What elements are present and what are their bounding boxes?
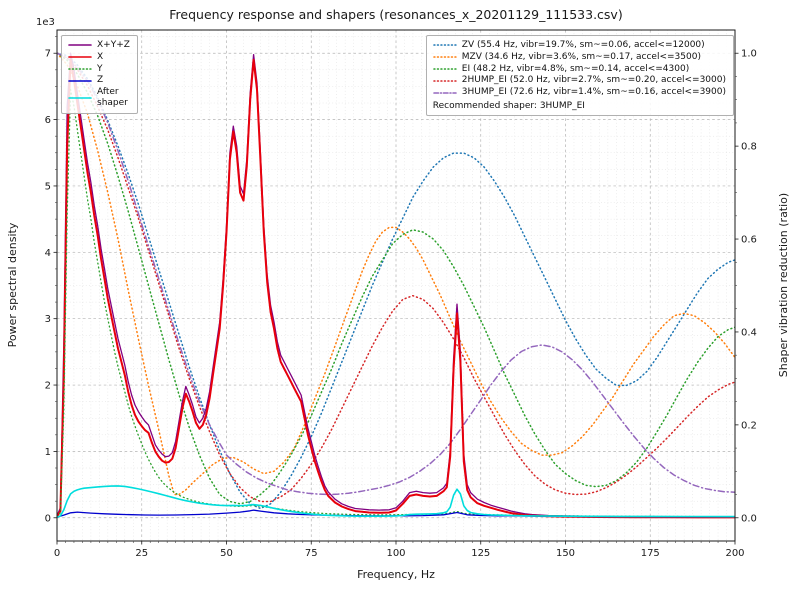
legend-line-sample-Y	[68, 68, 92, 70]
legend-line-sample-2HUMP_EI	[432, 79, 457, 82]
svg-text:75: 75	[305, 548, 318, 559]
svg-text:3: 3	[45, 314, 51, 325]
y-left-offset-text: 1e3	[36, 17, 55, 28]
legend-label: After shaper	[97, 87, 128, 108]
y-right-axis-label: Shaper vibration reduction (ratio)	[777, 193, 790, 377]
legend-item-Z: Z	[68, 75, 130, 86]
legend-item-Y: Y	[68, 64, 130, 75]
plot-generated-content: 0 25 50 75 100 125 150 175 200 0 1 2 3 4 5 6 7 0.0 0.2 0.4 0…	[45, 29, 757, 559]
legend-label: MZV (34.6 Hz, vibr=3.6%, sm~=0.17, accel…	[461, 51, 701, 62]
svg-text:1: 1	[45, 447, 51, 458]
y-left-axis-label: Power spectral density	[6, 222, 19, 347]
legend-label: EI (48.2 Hz, vibr=4.8%, sm~=0.14, accel<…	[461, 63, 690, 74]
svg-text:0.0: 0.0	[741, 513, 757, 524]
svg-text:150: 150	[556, 548, 575, 559]
legend-item-After-shaper: After shaper	[68, 87, 130, 109]
recommended-shaper-note: Recommended shaper: 3HUMP_EI	[432, 100, 585, 111]
svg-text:50: 50	[220, 548, 233, 559]
svg-text:0.2: 0.2	[741, 420, 757, 431]
series-Y-line	[57, 89, 735, 518]
legend-line-sample-X	[68, 56, 92, 58]
svg-text:25: 25	[135, 548, 148, 559]
legend-item-2HUMP_EI: 2HUMP_EI (52.0 Hz, vibr=2.7%, sm~=0.20, …	[432, 75, 726, 86]
series-X-line	[57, 58, 735, 519]
svg-text:7: 7	[45, 49, 51, 60]
series-After-shaper-line	[57, 485, 735, 519]
series-ZV-line	[57, 52, 735, 510]
legend-item-X+Y+Z: X+Y+Z	[68, 40, 130, 51]
svg-text:1.0: 1.0	[741, 49, 757, 60]
legend-line-sample-ZV	[432, 44, 457, 47]
legend-label: X+Y+Z	[97, 40, 130, 50]
legend-psd: X+Y+Z X Y Z After shaper	[61, 35, 138, 114]
x-axis-label: Frequency, Hz	[357, 568, 435, 581]
legend-line-sample-3HUMP_EI	[432, 91, 457, 94]
legend-item-MZV: MZV (34.6 Hz, vibr=3.6%, sm~=0.17, accel…	[432, 51, 726, 63]
axis-ticks-and-labels: 0 25 50 75 100 125 150 175 200 0 1 2 3 4 5 6 7 0.0 0.2 0.4 0…	[45, 36, 757, 559]
svg-text:200: 200	[725, 548, 744, 559]
legend-shapers: ZV (55.4 Hz, vibr=19.7%, sm~=0.06, accel…	[425, 35, 734, 116]
legend-label: Y	[97, 63, 103, 74]
svg-text:100: 100	[386, 548, 405, 559]
legend-line-sample-MZV	[432, 56, 457, 58]
legend-item-ZV: ZV (55.4 Hz, vibr=19.7%, sm~=0.06, accel…	[432, 40, 726, 51]
legend-line-sample-X+Y+Z	[68, 44, 92, 47]
svg-text:4: 4	[45, 248, 51, 259]
legend-line-sample-Z	[68, 79, 92, 82]
legend-shapers-rows: ZV (55.4 Hz, vibr=19.7%, sm~=0.06, accel…	[432, 40, 726, 98]
series-2HUMP_EI-line	[57, 52, 735, 503]
legend-item-EI: EI (48.2 Hz, vibr=4.8%, sm~=0.14, accel<…	[432, 63, 726, 75]
svg-text:5: 5	[45, 181, 51, 192]
series-Z-line	[57, 509, 735, 518]
series-3HUMP_EI-line	[57, 52, 735, 496]
series-MZV-line	[57, 52, 735, 496]
legend-item-3HUMP_EI: 3HUMP_EI (72.6 Hz, vibr=1.4%, sm~=0.16, …	[432, 87, 726, 98]
legend-line-sample-After-shaper	[68, 97, 92, 99]
major-gridlines	[56, 30, 736, 541]
svg-text:6: 6	[45, 115, 51, 126]
svg-text:0.4: 0.4	[741, 327, 757, 338]
svg-text:0.6: 0.6	[741, 235, 757, 246]
svg-text:0: 0	[54, 548, 60, 559]
legend-item-X: X	[68, 52, 130, 63]
svg-text:0: 0	[45, 513, 51, 524]
legend-label: 3HUMP_EI (72.6 Hz, vibr=1.4%, sm~=0.16, …	[461, 87, 726, 98]
series-EI-line	[57, 52, 735, 505]
svg-text:175: 175	[641, 548, 660, 559]
minor-gridlines	[57, 30, 735, 541]
chart-title: Frequency response and shapers (resonanc…	[169, 7, 622, 22]
legend-label: Z	[97, 75, 104, 86]
svg-text:2: 2	[45, 381, 51, 392]
legend-label: X	[97, 51, 104, 62]
svg-text:0.8: 0.8	[741, 142, 757, 153]
legend-label: 2HUMP_EI (52.0 Hz, vibr=2.7%, sm~=0.20, …	[461, 75, 726, 86]
svg-text:125: 125	[471, 548, 490, 559]
legend-label: ZV (55.4 Hz, vibr=19.7%, sm~=0.06, accel…	[461, 40, 705, 50]
legend-line-sample-EI	[432, 68, 457, 70]
